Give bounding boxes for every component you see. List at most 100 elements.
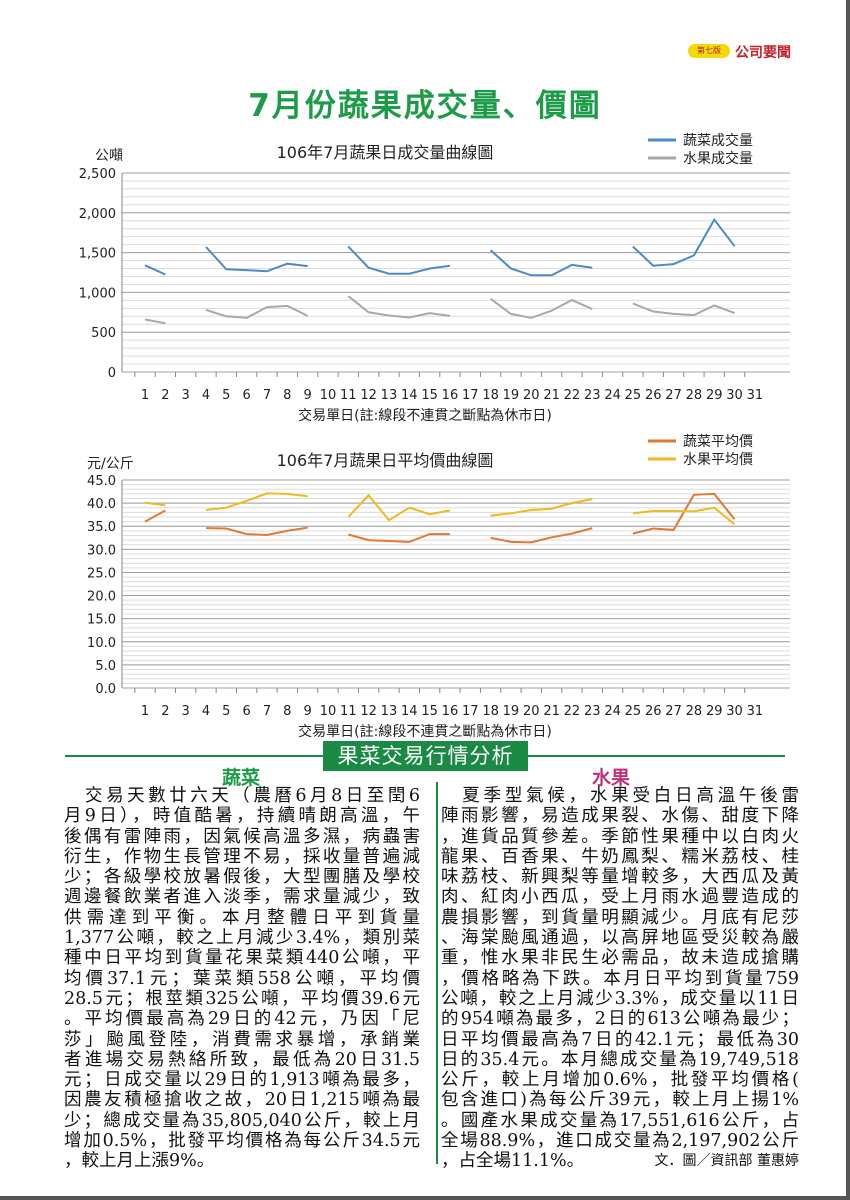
x-tick-label: 29 — [706, 388, 723, 403]
x-tick-label: 25 — [625, 388, 642, 403]
text-line: ，較上月上漲9%。 — [64, 1151, 215, 1172]
series-line-1 — [632, 506, 736, 526]
legend-label: 水果平均價 — [683, 451, 753, 468]
y-tick-label: 20.0 — [87, 590, 116, 605]
text-line: 味荔枝、新興梨等量增較多，大西瓜及黃 — [441, 867, 799, 888]
series-line-0 — [205, 526, 308, 537]
x-tick-label: 27 — [665, 704, 682, 719]
x-tick-label: 23 — [584, 704, 601, 719]
text-line: 肉、紅肉小西瓜，受上月雨水過豐造成的 — [441, 887, 799, 908]
y-tick-label: 40.0 — [87, 497, 116, 512]
x-tick-label: 2 — [161, 704, 169, 719]
x-tick-label: 1 — [141, 388, 149, 403]
x-tick-label: 28 — [686, 704, 703, 719]
series-line-0 — [632, 492, 736, 535]
x-tick-label: 18 — [482, 704, 499, 719]
fruit-title: 水果 — [592, 767, 631, 789]
series-line-0 — [205, 246, 308, 273]
x-tick-label: 4 — [202, 704, 210, 719]
series-line-1 — [205, 304, 309, 319]
x-tick-label: 14 — [401, 704, 418, 719]
page-badge: 第七版 — [688, 44, 730, 58]
x-tick-label: 10 — [320, 388, 337, 403]
series-line-1 — [490, 498, 593, 517]
x-tick-label: 11 — [340, 704, 357, 719]
x-tick-label: 21 — [543, 704, 560, 719]
series-line-1 — [490, 297, 593, 319]
x-tick-label: 31 — [747, 704, 764, 719]
text-line: 公噸，較之上月減少3.3%，成交量以11日 — [441, 988, 799, 1009]
text-line: 龍果、百香果、牛奶鳳梨、糯米荔枝、桂 — [441, 846, 799, 867]
x-tick-label: 15 — [421, 704, 438, 719]
series-line-0 — [144, 264, 166, 276]
text-line: 少；各級學校放暑假後，大型團膳及學校 — [64, 867, 420, 888]
text-line: ，進貨品質參差。季節性果種中以白肉火 — [441, 826, 799, 847]
y-tick-label: 0 — [108, 366, 116, 381]
x-tick-label: 31 — [747, 388, 764, 403]
x-tick-label: 13 — [381, 388, 398, 403]
text-line: ，占全場11.1%。 文．圖／資訊部 董惠婷 — [441, 1151, 799, 1172]
text-line: 。平均價最高為29日的42元，乃因「尼 — [64, 1009, 420, 1030]
x-tick-label: 5 — [222, 704, 230, 719]
text-line: 交易天數廿六天（農曆6月8日至閏6 — [64, 786, 420, 806]
x-tick-label: 3 — [182, 388, 190, 403]
y-tick-label: 30.0 — [87, 543, 116, 558]
series-line-1 — [144, 501, 166, 507]
x-tick-label: 17 — [462, 388, 479, 403]
x-tick-label: 18 — [482, 388, 499, 403]
x-tick-label: 27 — [665, 388, 682, 403]
text-line: 全場88.9%，進口成交量為2,197,902公斤 — [441, 1131, 799, 1152]
x-tick-label: 19 — [503, 704, 520, 719]
x-tick-label: 21 — [543, 388, 560, 403]
text-line: 莎」颱風登陸，消費需求暴增，承銷業 — [64, 1029, 420, 1050]
x-tick-label: 25 — [625, 704, 642, 719]
chart-title: 106年7月蔬果日平均價曲線圖 — [277, 451, 494, 470]
y-tick-label: 0.0 — [95, 682, 116, 697]
text-line: 28.5元；根莖類325公噸，平均價39.6元 — [64, 988, 420, 1009]
x-tick-label: 7 — [263, 388, 271, 403]
y-tick-label: 2,500 — [79, 167, 116, 182]
series-line-0 — [144, 509, 166, 523]
x-axis-title: 交易單日(註:線段不連貫之斷點為休市日) — [298, 723, 552, 740]
y-tick-label: 25.0 — [87, 566, 116, 581]
fruit-text: 夏季型氣候，水果受白日高溫午後雷 陣雨影響，易造成果裂、水傷、甜度下降 ，進貨品質參… — [441, 786, 799, 1172]
text-line: 因農友積極搶收之故，20日1,215噸為最 — [64, 1090, 420, 1111]
series-line-1 — [632, 302, 735, 317]
text-line: 夏季型氣候，水果受白日高溫午後雷 — [441, 786, 799, 806]
text-line: 1,377公噸，較之上月減少3.4%，類別菜 — [64, 928, 420, 949]
x-tick-label: 16 — [442, 388, 459, 403]
x-tick-label: 5 — [222, 388, 230, 403]
text-line: 陣雨影響，易造成果裂、水傷、甜度下降 — [441, 806, 799, 827]
text-line: 公斤，較上月增加0.6%，批發平均價格( — [441, 1070, 799, 1091]
x-tick-label: 20 — [523, 704, 540, 719]
x-tick-label: 29 — [706, 704, 723, 719]
text-line: 日的35.4元。本月總成交量為19,749,518 — [441, 1049, 799, 1070]
legend-label: 蔬菜平均價 — [683, 433, 753, 450]
text-line: 增加0.5%，批發平均價格為每公斤34.5元 — [64, 1131, 420, 1152]
text-line: 包含進口)為每公斤39元，較上月上揚1% — [441, 1090, 799, 1111]
x-axis-title: 交易單日(註:線段不連貫之斷點為休市日) — [298, 407, 552, 424]
legend-label: 蔬菜成交量 — [683, 132, 753, 149]
vegetable-title: 蔬菜 — [222, 767, 261, 789]
x-tick-label: 17 — [462, 704, 479, 719]
y-axis-unit: 公噸 — [95, 148, 123, 164]
chart-title: 106年7月蔬果日成交量曲線圖 — [277, 143, 494, 162]
y-tick-label: 15.0 — [87, 613, 116, 628]
x-tick-label: 2 — [161, 388, 169, 403]
x-tick-label: 20 — [523, 388, 540, 403]
divider-vertical — [436, 782, 438, 1164]
x-tick-label: 28 — [686, 388, 703, 403]
x-tick-label: 19 — [503, 388, 520, 403]
analysis-heading: 果菜交易行情分析 — [323, 741, 528, 771]
section-name: 公司要聞 — [735, 45, 791, 61]
x-tick-label: 11 — [340, 388, 357, 403]
x-tick-label: 9 — [303, 704, 311, 719]
text-line: 元；日成交量以29日的1,913噸為最多， — [64, 1070, 420, 1091]
series-line-1 — [144, 318, 166, 325]
x-tick-label: 12 — [360, 704, 377, 719]
x-tick-label: 8 — [283, 704, 291, 719]
text-line: 衍生，作物生長管理不易，採收量普遍減 — [64, 846, 420, 867]
x-tick-label: 16 — [442, 704, 459, 719]
x-tick-label: 24 — [604, 704, 621, 719]
